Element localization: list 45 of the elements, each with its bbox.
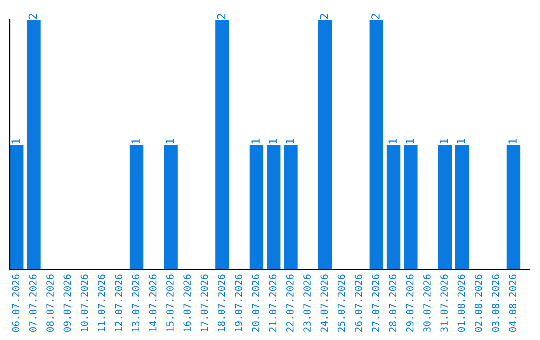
x-tick-label: 20.07.2026 — [252, 274, 260, 332]
x-tick-label: 10.07.2026 — [80, 274, 88, 332]
data-label: 1 — [440, 139, 448, 144]
x-tick-label: 29.07.2026 — [406, 274, 414, 332]
data-label: 1 — [388, 139, 397, 144]
x-tick-label: 13.07.2026 — [132, 274, 140, 332]
x-tick-label: 23.07.2026 — [304, 274, 311, 332]
x-tick-label: 08.07.2026 — [46, 274, 54, 332]
x-tick-label: 07.07.2026 — [29, 274, 37, 332]
data-label: 1 — [252, 139, 260, 144]
x-tick-label: 17.07.2026 — [200, 274, 208, 332]
data-label: 2 — [217, 14, 226, 20]
x-tick-label: 30.07.2026 — [424, 274, 431, 332]
data-label: 2 — [28, 14, 38, 20]
x-tick-label: 06.07.2026 — [12, 274, 20, 332]
x-tick-label: 01.08.2026 — [458, 274, 466, 332]
x-tick-label: 15.07.2026 — [166, 274, 174, 332]
data-label: 1 — [12, 139, 20, 144]
x-tick-label: 02.08.2026 — [474, 274, 482, 332]
data-label: 1 — [268, 139, 277, 144]
x-tick-label: 16.07.2026 — [184, 274, 192, 332]
x-tick-label: 27.07.2026 — [372, 274, 380, 332]
data-label: 1 — [166, 139, 174, 144]
x-tick-label: 12.07.2026 — [115, 274, 122, 332]
data-label: 1 — [132, 139, 140, 144]
data-label: 1 — [508, 139, 517, 144]
data-label: 1 — [406, 139, 414, 144]
x-tick-label: 18.07.2026 — [218, 274, 226, 332]
x-tick-label: 19.07.2026 — [235, 274, 242, 332]
x-tick-label: 25.07.2026 — [338, 274, 346, 332]
x-tick-label: 24.07.2026 — [320, 274, 328, 332]
data-label: 2 — [372, 14, 380, 20]
x-tick-label: 03.08.2026 — [492, 274, 500, 332]
x-tick-label: 04.08.2026 — [509, 274, 517, 332]
x-tick-label: 11.07.2026 — [98, 274, 106, 332]
x-tick-label: 22.07.2026 — [286, 274, 294, 332]
x-tick-label: 26.07.2026 — [355, 274, 362, 332]
x-tick-label: 31.07.2026 — [440, 274, 448, 332]
x-tick-label: 21.07.2026 — [269, 274, 277, 332]
data-label: 1 — [457, 139, 466, 144]
data-label: 2 — [320, 14, 328, 20]
data-label: 1 — [286, 139, 294, 144]
x-tick-label: 09.07.2026 — [64, 274, 72, 332]
x-tick-label: 14.07.2026 — [149, 274, 157, 332]
x-tick-label: 28.07.2026 — [389, 274, 397, 332]
